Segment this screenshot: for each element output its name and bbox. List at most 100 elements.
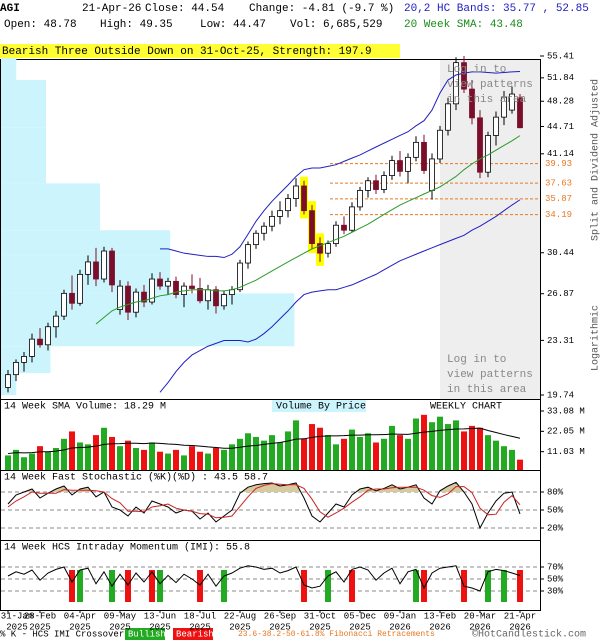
x-tick-label: 04-Apr — [64, 611, 96, 621]
volume-bar — [429, 422, 435, 472]
candle-body — [149, 278, 155, 303]
candle-body — [301, 185, 307, 212]
high: High: 49.35 — [100, 19, 173, 31]
y-tick-label: 44.71 — [547, 122, 574, 132]
volume-bar — [5, 455, 11, 472]
candle-body — [477, 117, 483, 173]
volume-bar — [221, 449, 227, 472]
legend-swatch — [125, 628, 165, 640]
candle-body — [13, 361, 19, 376]
candle-body — [101, 250, 107, 280]
candle-body — [413, 141, 419, 158]
candle-body — [125, 285, 131, 313]
candle-body — [117, 285, 123, 311]
series-line — [159, 199, 521, 393]
y-tick-label: 26.87 — [547, 289, 574, 299]
signal-marker — [301, 570, 307, 602]
candle-body — [269, 216, 275, 227]
x-tick-label: 2025 — [229, 622, 251, 632]
volume-bar — [477, 427, 483, 472]
volume-bar — [453, 420, 459, 472]
signal-marker — [501, 570, 507, 602]
candle-body — [461, 62, 467, 90]
candle-body — [37, 338, 43, 346]
volume-bar — [69, 431, 75, 472]
candle-body — [285, 198, 291, 212]
volume-bar — [365, 433, 371, 472]
y-tick-label: 41.14 — [547, 149, 574, 159]
volume-bar — [501, 446, 507, 472]
candle-body — [197, 288, 203, 302]
panel-frame — [0, 540, 541, 611]
volume-bar — [205, 453, 211, 472]
candle-body — [381, 175, 387, 190]
x-tick-label: 22-Aug — [224, 611, 256, 621]
candle-body — [93, 261, 99, 280]
volume-bar — [53, 448, 59, 472]
volume-bar — [245, 433, 251, 472]
series-line — [95, 135, 521, 325]
volume-bar — [437, 416, 443, 472]
volume-bar — [213, 448, 219, 472]
candle-body — [277, 210, 283, 217]
volume-bar — [469, 425, 475, 472]
y-tick-label: 19.74 — [547, 390, 574, 400]
candle-body — [61, 292, 67, 317]
candle-body — [421, 141, 427, 171]
signal-marker — [413, 570, 419, 602]
legend-bullish: Bullish — [128, 629, 166, 639]
volume-bar — [285, 431, 291, 472]
x-tick-label: 26-Sep — [264, 611, 296, 621]
candle-body — [469, 88, 475, 119]
candle-body — [69, 292, 75, 304]
x-tick-label: 31-Oct — [304, 611, 336, 621]
locked-note: in this area — [447, 384, 527, 396]
panel-title: 14 Week SMA Volume: 18.29 M — [4, 401, 166, 413]
series-line — [7, 481, 521, 530]
signal-marker — [69, 570, 75, 602]
volume-bar — [405, 438, 411, 472]
volume-by-price-bar — [1, 56, 17, 81]
y-tick-label: 55.41 — [547, 51, 574, 61]
volume-bar — [509, 449, 515, 472]
signal-marker — [485, 570, 491, 602]
candle-body — [389, 160, 395, 176]
x-tick-label: 20-Mar — [464, 611, 496, 621]
panel-title: 14 Week Fast Stochastic (%K)(%D) : 43.5 … — [4, 472, 268, 484]
volume-bar — [461, 431, 467, 472]
volume-bar — [109, 436, 115, 472]
panel-title: 14 Week HCS Intraday Momentum (IMI): 55.… — [4, 542, 250, 554]
candle-body — [437, 129, 443, 160]
y-tick-label: 30% — [547, 586, 564, 596]
volume-bar — [13, 449, 19, 472]
candle-body — [453, 62, 459, 105]
volume-bar — [101, 427, 107, 472]
volume-bar — [349, 429, 355, 472]
signal-marker — [325, 570, 331, 602]
y-tick-label: 33.08 M — [547, 406, 585, 416]
volume-bar — [237, 438, 243, 472]
x-tick-label: 21-Apr — [504, 611, 536, 621]
candle-body — [405, 156, 411, 172]
volume-bar — [293, 420, 299, 472]
x-tick-label: 2026 — [429, 622, 451, 632]
series-line — [7, 483, 521, 519]
candle-body — [341, 224, 347, 231]
candle-body — [237, 262, 243, 291]
banner — [0, 44, 400, 58]
volume-bar — [397, 435, 403, 472]
candle-body — [365, 180, 371, 191]
fib-legend: 23.6-38.2-50-61.8% Fibonacci Retracement… — [238, 630, 435, 639]
candle-body — [141, 291, 147, 303]
volume-by-price-bar — [1, 127, 46, 184]
volume-bar — [229, 444, 235, 472]
volume-bar — [37, 446, 43, 472]
volume-bar — [389, 425, 395, 472]
volume-bar — [125, 440, 131, 472]
change: Change: -4.81 (-9.7 %) — [249, 3, 394, 15]
locked-note: Log in to — [447, 64, 506, 76]
candle-body — [309, 210, 315, 244]
x-tick-label: 18-Jul — [184, 611, 216, 621]
candle-body — [205, 289, 211, 302]
